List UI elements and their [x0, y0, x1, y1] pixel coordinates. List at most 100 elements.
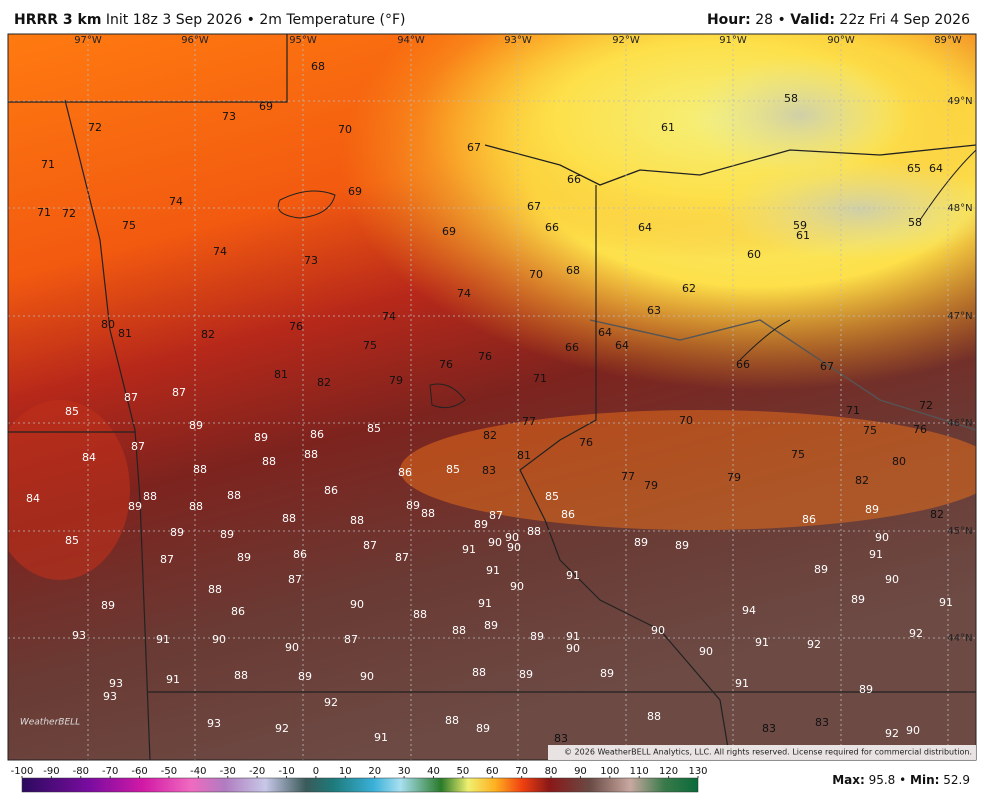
temperature-label: 73	[222, 110, 236, 123]
temperature-label: 68	[566, 264, 580, 277]
temperature-label: 88	[208, 583, 222, 596]
temperature-label: 88	[445, 714, 459, 727]
temperature-label: 90	[699, 645, 713, 658]
temperature-label: 87	[172, 386, 186, 399]
temperature-label: 86	[802, 513, 816, 526]
valid-label: Valid:	[790, 12, 835, 28]
max: 95.8	[869, 773, 896, 787]
temperature-label: 86	[293, 548, 307, 561]
latitude-label: 44°N	[947, 633, 972, 644]
temperature-label: 79	[644, 479, 658, 492]
latitude-label: 49°N	[947, 96, 972, 107]
temperature-label: 91	[735, 677, 749, 690]
min-label: Min:	[910, 773, 939, 787]
longitude-label: 94°W	[397, 35, 425, 46]
temperature-label: 69	[348, 185, 362, 198]
hour: 28	[755, 12, 773, 28]
temperature-label: 89	[220, 528, 234, 541]
hour-label: Hour:	[707, 12, 751, 28]
temperature-label: 90	[906, 724, 920, 737]
temperature-label: 92	[909, 627, 923, 640]
field: 2m Temperature (°F)	[259, 12, 405, 28]
temperature-label: 86	[231, 605, 245, 618]
temperature-label: 61	[661, 121, 675, 134]
min: 52.9	[943, 773, 970, 787]
temperature-label: 81	[118, 327, 132, 340]
temperature-label: 87	[131, 440, 145, 453]
temperature-label: 90	[360, 670, 374, 683]
copyright-box	[548, 745, 976, 760]
temperature-label: 93	[72, 629, 86, 642]
longitude-label: 92°W	[612, 35, 640, 46]
temperature-label: 85	[545, 490, 559, 503]
longitude-label: 90°W	[827, 35, 855, 46]
temperature-label: 91	[939, 596, 953, 609]
temperature-label: 81	[517, 449, 531, 462]
colorbar-tick-label: -50	[161, 766, 177, 777]
valid: 22z Fri 4 Sep 2026	[839, 12, 970, 28]
temperature-label: 66	[545, 221, 559, 234]
temperature-label: 87	[160, 553, 174, 566]
temperature-label: 79	[389, 374, 403, 387]
temperature-label: 89	[189, 419, 203, 432]
temperature-label: 88	[282, 512, 296, 525]
colorbar-tick-label: 90	[574, 766, 587, 777]
temperature-label: 88	[350, 514, 364, 527]
temperature-label: 72	[62, 207, 76, 220]
temperature-label: 84	[82, 451, 96, 464]
temperature-label: 89	[476, 722, 490, 735]
temperature-label: 72	[919, 399, 933, 412]
temperature-label: 83	[554, 732, 568, 745]
temperature-label: 74	[169, 195, 183, 208]
temperature-label: 67	[467, 141, 481, 154]
temperature-label: 88	[189, 500, 203, 513]
temperature-label: 89	[484, 619, 498, 632]
temperature-label: 85	[65, 405, 79, 418]
temperature-label: 74	[457, 287, 471, 300]
temperature-label: 87	[288, 573, 302, 586]
temperature-label: 70	[529, 268, 543, 281]
temperature-label: 89	[859, 683, 873, 696]
temperature-label: 89	[530, 630, 544, 643]
temperature-label: 85	[367, 422, 381, 435]
colorbar-tick-label: 10	[339, 766, 352, 777]
temperature-label: 86	[324, 484, 338, 497]
temperature-label: 89	[865, 503, 879, 516]
temperature-label: 90	[488, 536, 502, 549]
temperature-label: 75	[363, 339, 377, 352]
colorbar-tick-label: -40	[190, 766, 206, 777]
temperature-label: 91	[462, 543, 476, 556]
temperature-label: 71	[846, 404, 860, 417]
temperature-label: 90	[885, 573, 899, 586]
latitude-label: 46°N	[947, 418, 972, 429]
temperature-label: 94	[742, 604, 756, 617]
temperature-label: 88	[472, 666, 486, 679]
temperature-label: 89	[298, 670, 312, 683]
colorbar-tick-label: -30	[220, 766, 236, 777]
copyright: © 2026 WeatherBELL Analytics, LLC. All r…	[564, 748, 972, 757]
temperature-label: 90	[651, 624, 665, 637]
temperature-label: 89	[814, 563, 828, 576]
temperature-label: 62	[682, 282, 696, 295]
max-label: Max:	[832, 773, 865, 787]
temperature-label: 87	[124, 391, 138, 404]
temperature-label: 91	[566, 569, 580, 582]
temperature-label: 90	[507, 541, 521, 554]
temperature-label: 89	[237, 551, 251, 564]
temperature-label: 67	[527, 200, 541, 213]
temperature-label: 82	[483, 429, 497, 442]
temperature-label: 89	[600, 667, 614, 680]
temperature-label: 75	[863, 424, 877, 437]
temperature-label: 82	[930, 508, 944, 521]
latitude-label: 45°N	[947, 526, 972, 537]
temperature-label: 75	[791, 448, 805, 461]
longitude-label: 96°W	[181, 35, 209, 46]
latitude-label: 48°N	[947, 203, 972, 214]
colorbar-tick-label: -10	[278, 766, 294, 777]
temperature-label: 91	[478, 597, 492, 610]
temperature-label: 91	[166, 673, 180, 686]
temperature-label: 76	[913, 423, 927, 436]
temperature-label: 91	[869, 548, 883, 561]
